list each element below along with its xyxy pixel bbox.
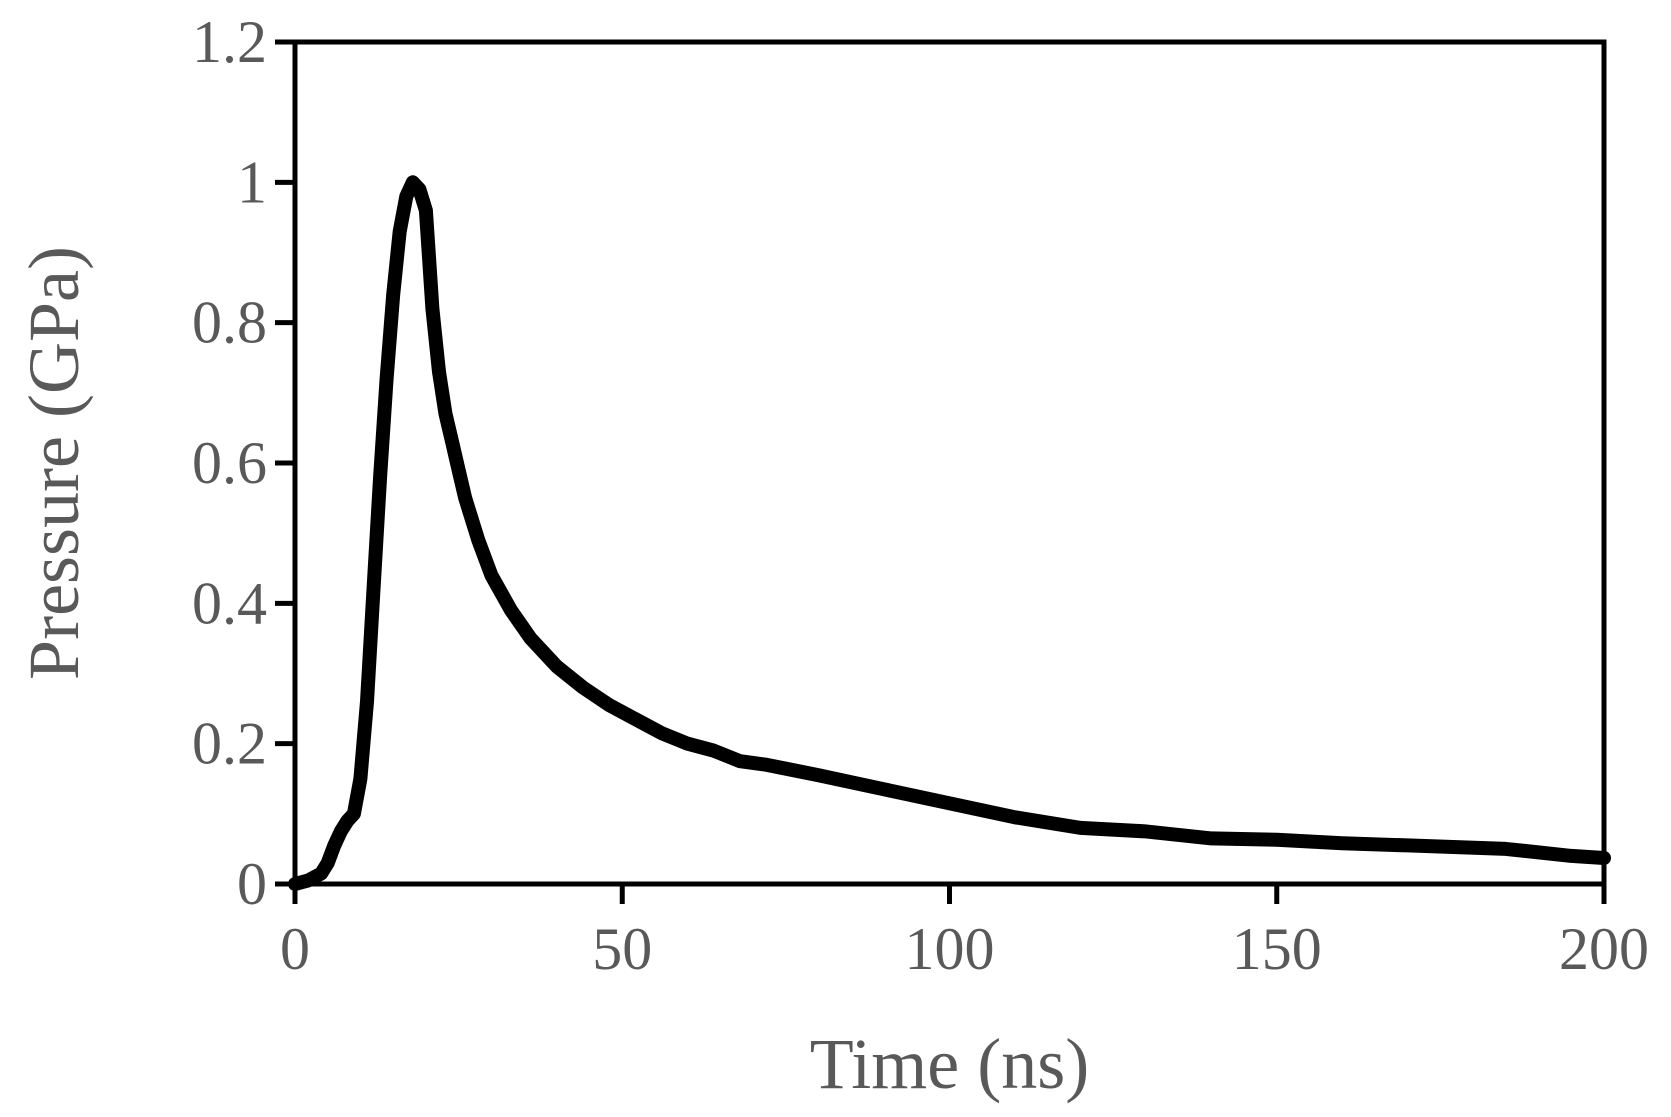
y-tick-label: 1.2 — [192, 9, 267, 75]
y-tick-label: 0 — [237, 851, 267, 917]
x-tick-label: 150 — [1232, 916, 1322, 982]
y-tick-label: 0.8 — [192, 290, 267, 356]
x-tick-label: 100 — [905, 916, 995, 982]
y-tick-label: 0.2 — [192, 711, 267, 777]
x-axis-label: Time (ns) — [810, 1024, 1089, 1104]
pressure-line — [288, 175, 1611, 891]
y-tick-label: 1 — [237, 149, 267, 215]
y-tick-label: 0.6 — [192, 430, 267, 496]
y-axis-ticks: 0 0.2 0.4 0.6 0.8 1 1.2 — [192, 9, 295, 917]
plot-frame — [292, 39, 1607, 887]
x-tick-label: 200 — [1559, 916, 1649, 982]
y-axis-label: Pressure (GPa) — [14, 246, 94, 680]
x-tick-label: 50 — [592, 916, 652, 982]
y-tick-label: 0.4 — [192, 570, 267, 636]
x-tick-label: 0 — [280, 916, 310, 982]
x-axis-ticks: 0 50 100 150 200 — [280, 884, 1649, 982]
